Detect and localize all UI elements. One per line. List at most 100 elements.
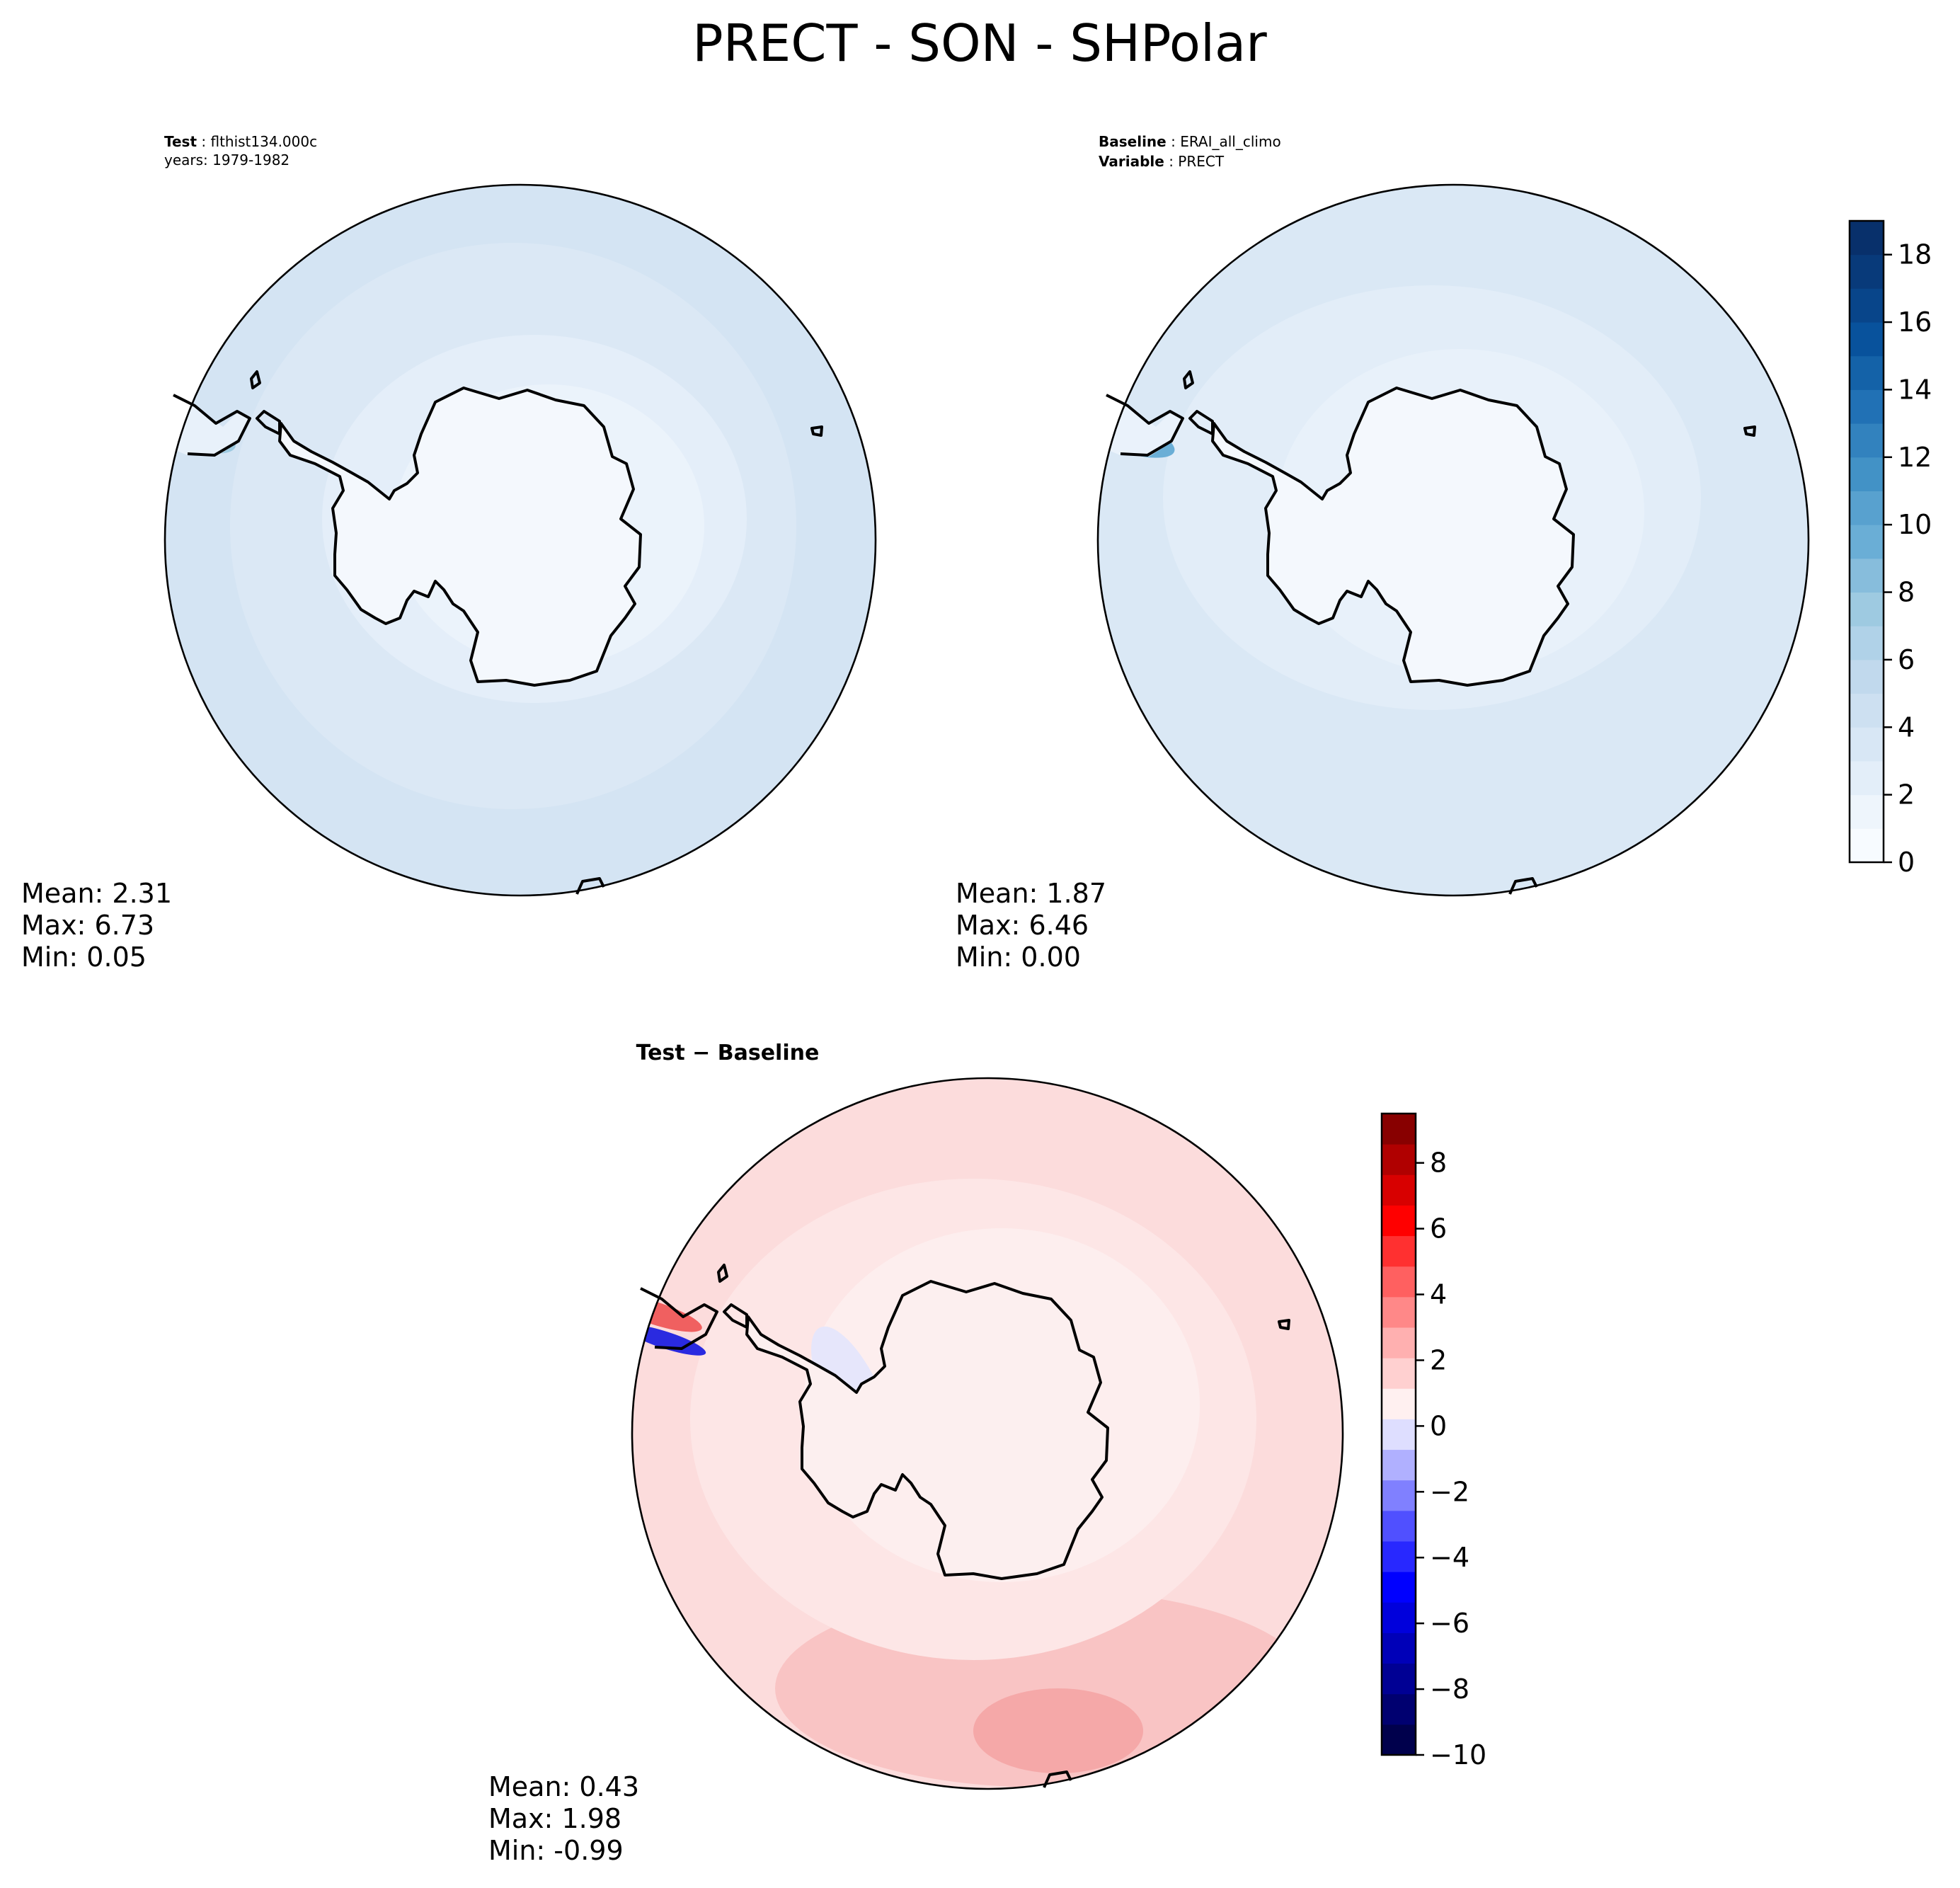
baseline-map-samerica-coast <box>1106 394 1184 457</box>
diff-map-island-nz <box>717 1264 728 1283</box>
colorbar-segment <box>1382 1693 1416 1725</box>
colorbar-segment <box>1850 693 1884 728</box>
test-map <box>164 183 877 897</box>
colorbar-tick-label: −4 <box>1430 1542 1469 1573</box>
colorbar-segment <box>1382 1632 1416 1664</box>
colorbar-segment <box>1382 1480 1416 1511</box>
diff-map <box>631 1077 1344 1790</box>
colorbar-segment <box>1382 1358 1416 1389</box>
colorbar-segment <box>1850 322 1884 357</box>
colorbar-segment <box>1850 592 1884 627</box>
colorbar-tick-label: 14 <box>1898 374 1932 405</box>
colorbar-segment <box>1382 1419 1416 1451</box>
colorbar-tick-label: 12 <box>1898 442 1932 473</box>
baseline-map <box>1096 183 1810 897</box>
test-stat-max: Max: 6.73 <box>21 910 154 941</box>
colorbar-segment <box>1850 727 1884 762</box>
test-map-boundary <box>164 183 877 897</box>
test-header-line1: Test : flthist134.000c <box>164 133 317 150</box>
colorbar-segment <box>1850 423 1884 458</box>
baseline-stat-max: Max: 6.46 <box>956 910 1089 941</box>
colorbar-segment <box>1850 626 1884 660</box>
colorbar-segment <box>1382 1174 1416 1206</box>
colorbar-segment <box>1850 828 1884 863</box>
test-panel: Test : flthist134.000c years: 1979-1982 … <box>21 133 877 973</box>
diff-map-island-east <box>1278 1319 1290 1330</box>
colorbar-segment <box>1382 1144 1416 1175</box>
colorbar-segment <box>1382 1114 1416 1145</box>
colorbar-segment <box>1382 1296 1416 1328</box>
test-header-line2: years: 1979-1982 <box>164 151 290 168</box>
figure-title: PRECT - SON - SHPolar <box>692 13 1267 73</box>
colorbar-segment <box>1850 558 1884 593</box>
diff-colorbar: −10 −8 −6 −4 −2 0 2 4 6 8 <box>1380 1112 1486 1770</box>
colorbar-segment <box>1382 1572 1416 1603</box>
colorbar-tick-label: −2 <box>1430 1476 1469 1507</box>
baseline-map-island-east <box>1743 425 1756 437</box>
colorbar-tick-label: 6 <box>1430 1213 1447 1245</box>
diff-title: Test − Baseline <box>636 1041 820 1065</box>
colorbar-tick-label: 4 <box>1898 711 1915 743</box>
colorbar-tick-label: 2 <box>1430 1344 1447 1375</box>
baseline-map-tip-bottom <box>1508 877 1538 895</box>
colorbar-tick-label: 10 <box>1898 509 1932 540</box>
diff-stat-max: Max: 1.98 <box>488 1803 621 1834</box>
baseline-stat-mean: Mean: 1.87 <box>956 878 1106 909</box>
diff-panel: Test − Baseline Mean: 0.43 Max <box>488 1041 1486 1866</box>
colorbar-segment <box>1850 457 1884 491</box>
colorbar-tick-label: 0 <box>1898 847 1915 878</box>
colorbar-segment <box>1382 1510 1416 1542</box>
colorbar-segment <box>1382 1235 1416 1267</box>
colorbar-segment <box>1850 221 1884 256</box>
colorbar-segment <box>1850 288 1884 323</box>
baseline-panel: Baseline : ERAI_all_climo Variable : PRE… <box>956 133 1932 973</box>
colorbar-tick-label: 16 <box>1898 307 1932 338</box>
colorbar-tick-label: −6 <box>1430 1608 1469 1639</box>
colorbar-segment <box>1850 794 1884 829</box>
baseline-header-line1: Baseline : ERAI_all_climo <box>1099 133 1281 150</box>
diff-stat-mean: Mean: 0.43 <box>488 1771 639 1802</box>
diff-map-tip-bottom <box>1043 1770 1072 1788</box>
test-map-island-east <box>810 425 823 437</box>
diff-map-boundary <box>631 1077 1344 1790</box>
colorbar-segment <box>1382 1541 1416 1572</box>
colorbar-segment <box>1382 1205 1416 1237</box>
colorbar-segment <box>1850 491 1884 525</box>
colorbar-tick-label: −10 <box>1430 1739 1486 1770</box>
colorbar-frame <box>1848 219 1885 864</box>
colorbar-segment <box>1382 1388 1416 1419</box>
colorbar-segment <box>1850 525 1884 559</box>
test-map-samerica-coast <box>173 394 251 457</box>
colorbar-frame <box>1380 1112 1417 1756</box>
colorbar-tick-label: 8 <box>1898 577 1915 608</box>
colorbar-segment <box>1850 389 1884 424</box>
diff-map-patch-south <box>973 1688 1143 1773</box>
baseline-map-island-nz <box>1183 370 1194 389</box>
baseline-colorbar: 0 2 4 6 8 10 12 14 16 18 <box>1848 219 1932 878</box>
test-map-island-nz <box>250 370 261 389</box>
colorbar-segment <box>1382 1449 1416 1481</box>
colorbar-tick-label: 4 <box>1430 1279 1447 1310</box>
colorbar-segment <box>1850 659 1884 694</box>
colorbar-segment <box>1382 1327 1416 1358</box>
diff-map-pos-streak <box>632 1294 702 1332</box>
colorbar-segment <box>1850 254 1884 289</box>
baseline-header-line2: Variable : PRECT <box>1099 153 1225 170</box>
colorbar-tick-label: −8 <box>1430 1674 1469 1705</box>
diff-map-samerica-coast <box>640 1287 718 1350</box>
baseline-stat-min: Min: 0.00 <box>956 942 1081 973</box>
colorbar-segment <box>1382 1266 1416 1298</box>
colorbar-segment <box>1850 355 1884 390</box>
baseline-map-boundary <box>1096 183 1810 897</box>
colorbar-segment <box>1382 1602 1416 1633</box>
colorbar-tick-label: 2 <box>1898 779 1915 811</box>
test-map-tip-bottom <box>575 877 605 895</box>
colorbar-segment <box>1382 1663 1416 1695</box>
colorbar-segment <box>1850 760 1884 796</box>
diff-stat-min: Min: -0.99 <box>488 1835 624 1866</box>
test-stat-mean: Mean: 2.31 <box>21 878 172 909</box>
colorbar-tick-label: 18 <box>1898 239 1932 270</box>
test-stat-min: Min: 0.05 <box>21 942 147 973</box>
colorbar-tick-label: 6 <box>1898 644 1915 675</box>
